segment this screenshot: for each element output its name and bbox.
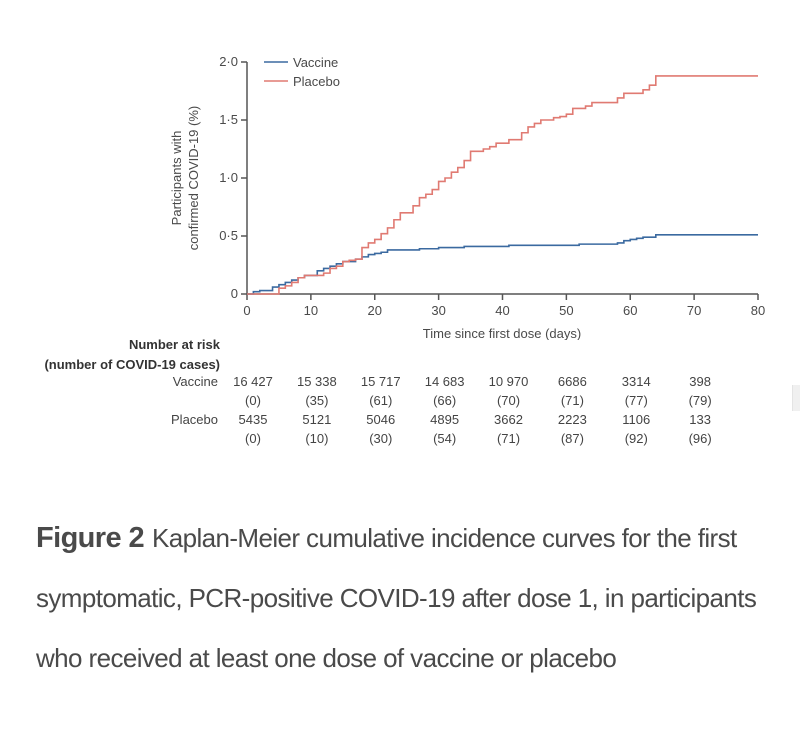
x-tick-label: 60 xyxy=(623,303,637,318)
risk-at-risk-cell: 5435 xyxy=(238,412,268,427)
x-tick-label: 70 xyxy=(687,303,701,318)
x-axis: 0 10 20 30 40 50 60 70 80 xyxy=(243,293,765,318)
x-tick-label: 40 xyxy=(495,303,509,318)
km-chart: 0 0·5 1·0 1·5 2·0 0 10 20 30 40 50 60 70 80 Vaccine P… xyxy=(169,54,765,340)
y-tick-label: 0 xyxy=(231,286,238,301)
scrollbar-edge[interactable] xyxy=(792,385,800,411)
risk-at-risk-cell: 133 xyxy=(689,412,711,427)
risk-cases-cell: (77) xyxy=(624,393,648,408)
risk-at-risk-cell: 10 970 xyxy=(488,374,529,389)
risk-table-subtitle: (number of COVID-19 cases) xyxy=(44,357,220,372)
legend: Vaccine Placebo xyxy=(264,55,340,89)
risk-cases-cell: (30) xyxy=(369,431,393,446)
risk-row-label-vaccine: Vaccine xyxy=(172,374,218,389)
risk-cases-cell: (70) xyxy=(496,393,521,408)
series-placebo-line xyxy=(247,75,758,295)
legend-label-placebo: Placebo xyxy=(293,74,340,89)
risk-at-risk-cell: 5046 xyxy=(366,412,396,427)
risk-at-risk-cell: 15 338 xyxy=(296,374,337,389)
y-axis-title-line2: confirmed COVID-19 (%) xyxy=(186,106,201,250)
risk-table-title: Number at risk xyxy=(128,337,220,352)
y-tick-label: 1·5 xyxy=(219,112,238,127)
risk-at-risk-cell: 2223 xyxy=(557,412,587,427)
caption-text: Kaplan-Meier cumulative incidence curves… xyxy=(36,523,757,673)
risk-cases-cell: (0) xyxy=(245,431,261,446)
risk-cases-cell: (79) xyxy=(688,393,712,408)
series-vaccine-line xyxy=(247,234,758,295)
x-tick-label: 30 xyxy=(431,303,445,318)
risk-at-risk-cell: 6686 xyxy=(557,374,587,389)
figure-label: Figure 2 xyxy=(36,522,145,554)
risk-cases-cell: (87) xyxy=(560,431,584,446)
x-axis-title: Time since first dose (days) xyxy=(423,326,581,340)
risk-cases-cell: (61) xyxy=(369,393,393,408)
risk-at-risk-cell: 5121 xyxy=(302,412,332,427)
x-tick-label: 10 xyxy=(304,303,318,318)
risk-cases-cell: (54) xyxy=(433,431,457,446)
risk-cases-cell: (71) xyxy=(560,393,584,408)
y-tick-label: 0·5 xyxy=(219,228,238,243)
y-tick-label: 1·0 xyxy=(219,170,238,185)
risk-cases-cell: (92) xyxy=(624,431,648,446)
x-tick-label: 80 xyxy=(751,303,765,318)
risk-at-risk-cell: 1106 xyxy=(622,412,651,427)
risk-cases-cell: (71) xyxy=(496,431,521,446)
risk-cases-cell: (96) xyxy=(688,431,712,446)
risk-at-risk-cell: 16 427 xyxy=(233,374,273,389)
risk-at-risk-cell: 398 xyxy=(689,374,711,389)
y-tick-label: 2·0 xyxy=(219,54,238,69)
risk-at-risk-cell: 14 683 xyxy=(424,374,465,389)
x-tick-label: 0 xyxy=(243,303,250,318)
legend-label-vaccine: Vaccine xyxy=(293,55,338,70)
risk-cases-cell: (66) xyxy=(433,393,457,408)
x-tick-label: 20 xyxy=(368,303,382,318)
series-layer xyxy=(247,75,758,295)
risk-at-risk-cell: 15 717 xyxy=(360,374,401,389)
x-tick-label: 50 xyxy=(559,303,573,318)
figure-caption: Figure 2 Kaplan-Meier cumulative incidenc… xyxy=(36,508,776,688)
risk-cases-cell: (10) xyxy=(305,431,329,446)
risk-at-risk-cell: 4895 xyxy=(430,412,460,427)
risk-row-label-placebo: Placebo xyxy=(171,412,218,427)
risk-at-risk-cell: 3314 xyxy=(621,374,651,389)
y-axis: 0 0·5 1·0 1·5 2·0 xyxy=(219,54,248,301)
y-axis-title-line1: Participants with xyxy=(169,131,184,226)
risk-cases-cell: (0) xyxy=(245,393,261,408)
risk-cases-cell: (35) xyxy=(305,393,329,408)
risk-at-risk-cell: 3662 xyxy=(494,412,523,427)
